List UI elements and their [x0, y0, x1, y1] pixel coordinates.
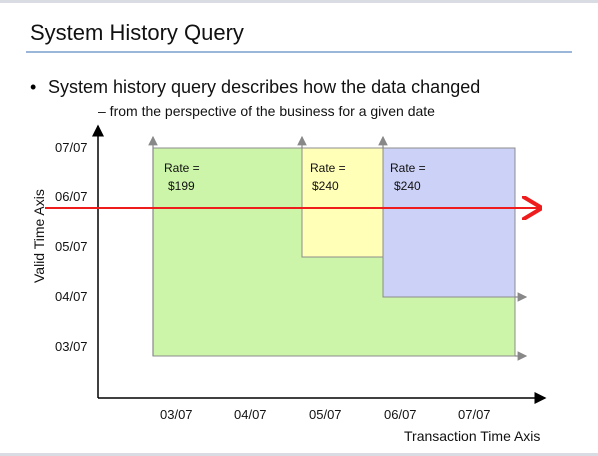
box2-line2: $240 — [312, 179, 339, 193]
slide-top-border — [0, 0, 598, 3]
bullet-dot: • — [30, 77, 37, 97]
y-tick-label: 05/07 — [55, 239, 88, 254]
y-tick-label: 04/07 — [55, 289, 88, 304]
box3-line2: $240 — [394, 179, 421, 193]
slide-bottom-border — [0, 453, 598, 456]
box-rate-240-blue — [382, 147, 516, 298]
x-tick-label: 05/07 — [309, 407, 342, 422]
y-axis-title: Valid Time Axis — [31, 189, 47, 283]
x-tick-label: 03/07 — [160, 407, 193, 422]
y-tick-label: 03/07 — [55, 339, 88, 354]
x-tick-label: 06/07 — [384, 407, 417, 422]
y-tick-label: 06/07 — [55, 189, 88, 204]
slide-title: System History Query — [30, 20, 244, 45]
box1-line1: Rate = — [164, 161, 200, 175]
box1-line2: $199 — [168, 179, 195, 193]
y-tick-label: 07/07 — [55, 140, 88, 155]
sub-bullet: – from the perspective of the business f… — [98, 103, 435, 119]
x-tick-label: 07/07 — [458, 407, 491, 422]
x-tick-label: 04/07 — [234, 407, 267, 422]
box3-line1: Rate = — [390, 161, 426, 175]
x-axis-title: Transaction Time Axis — [404, 428, 540, 444]
box2-line1: Rate = — [310, 161, 346, 175]
box-rate-240-yellow — [301, 147, 386, 258]
title-divider — [26, 51, 572, 53]
main-bullet: System history query describes how the d… — [48, 77, 481, 97]
